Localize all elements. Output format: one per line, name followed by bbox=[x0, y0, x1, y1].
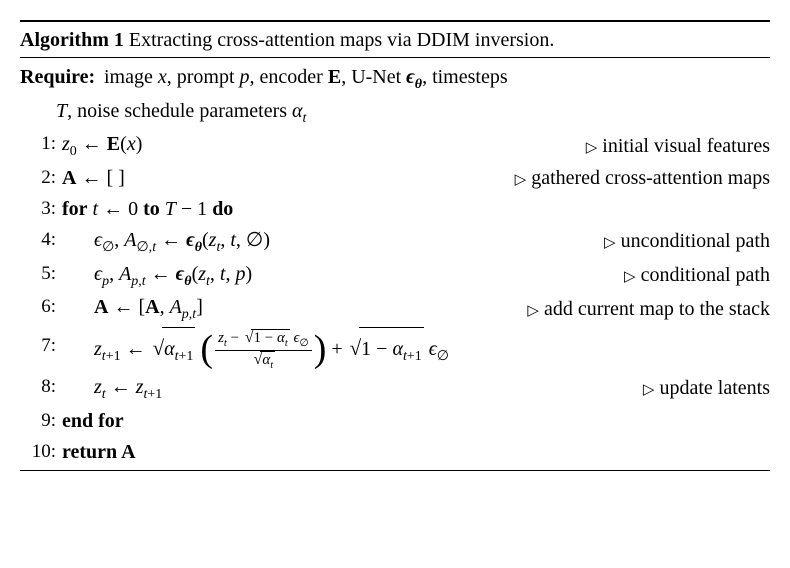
line-number: 10: bbox=[20, 437, 62, 466]
line-number: 6: bbox=[20, 292, 62, 321]
algo-line: 8: zt ← zt+1 ▷ update latents bbox=[20, 372, 770, 406]
line-statement: end for bbox=[62, 406, 770, 437]
line-statement: A ← [ ] ▷ gathered cross-attention maps bbox=[62, 163, 770, 194]
require-line-2: T, noise schedule parameters αt bbox=[20, 96, 770, 130]
algo-line: 6: A ← [A, Ap,t] ▷ add current map to the … bbox=[20, 292, 770, 326]
line-left: ϵ∅, A∅,t ← ϵθ(zt, t, ∅) bbox=[94, 225, 270, 259]
algorithm-title: Algorithm 1 Extracting cross-attention m… bbox=[20, 24, 770, 57]
line-number: 1: bbox=[20, 129, 62, 158]
line-comment: ▷ gathered cross-attention maps bbox=[515, 163, 770, 194]
line-statement: zt+1 ← αt+1 (zt − 1 − αt ϵ∅αt) + 1 − αt+… bbox=[62, 326, 770, 372]
line-left: zt ← zt+1 bbox=[94, 372, 162, 406]
line-left: z0 ← E(x) bbox=[62, 129, 142, 163]
line-number: 4: bbox=[20, 225, 62, 254]
require-text-2: T, noise schedule parameters αt bbox=[56, 96, 306, 130]
line-left: end for bbox=[62, 406, 124, 437]
algo-line: 3:for t ← 0 to T − 1 do bbox=[20, 194, 770, 225]
line-number: 8: bbox=[20, 372, 62, 401]
algo-line: 9:end for bbox=[20, 406, 770, 437]
title-rest: Extracting cross-attention maps via DDIM… bbox=[124, 29, 554, 51]
line-comment: ▷ conditional path bbox=[624, 260, 770, 291]
algo-line: 2:A ← [ ] ▷ gathered cross-attention maps bbox=[20, 163, 770, 194]
algo-line: 4: ϵ∅, A∅,t ← ϵθ(zt, t, ∅) ▷ unconditional… bbox=[20, 225, 770, 259]
line-left: A ← [ ] bbox=[62, 163, 125, 194]
line-left: return A bbox=[62, 437, 136, 468]
line-comment: ▷ initial visual features bbox=[586, 131, 770, 162]
line-number: 2: bbox=[20, 163, 62, 192]
algo-line: 5: ϵp, Ap,t ← ϵθ(zt, t, p) ▷ conditional p… bbox=[20, 259, 770, 293]
line-left: zt+1 ← αt+1 (zt − 1 − αt ϵ∅αt) + 1 − αt+… bbox=[94, 326, 449, 372]
title-strong: Algorithm 1 bbox=[20, 29, 124, 51]
line-statement: z0 ← E(x) ▷ initial visual features bbox=[62, 129, 770, 163]
algo-line: 1:z0 ← E(x) ▷ initial visual features bbox=[20, 129, 770, 163]
line-left: ϵp, Ap,t ← ϵθ(zt, t, p) bbox=[94, 259, 252, 293]
line-number: 9: bbox=[20, 406, 62, 435]
bottom-rule bbox=[20, 470, 770, 471]
require-line-1: Require: image x, prompt p, encoder E, U… bbox=[20, 62, 770, 96]
top-rule bbox=[20, 20, 770, 22]
algorithm-body: Require: image x, prompt p, encoder E, U… bbox=[20, 58, 770, 470]
line-statement: ϵp, Ap,t ← ϵθ(zt, t, p) ▷ conditional pat… bbox=[62, 259, 770, 293]
line-left: for t ← 0 to T − 1 do bbox=[62, 194, 233, 225]
line-number: 3: bbox=[20, 194, 62, 223]
line-number: 5: bbox=[20, 259, 62, 288]
line-statement: ϵ∅, A∅,t ← ϵθ(zt, t, ∅) ▷ unconditional p… bbox=[62, 225, 770, 259]
line-statement: for t ← 0 to T − 1 do bbox=[62, 194, 770, 225]
algo-line: 7: zt+1 ← αt+1 (zt − 1 − αt ϵ∅αt) + 1 − α… bbox=[20, 326, 770, 372]
line-statement: return A bbox=[62, 437, 770, 468]
require-label: Require: bbox=[20, 62, 104, 93]
line-left: A ← [A, Ap,t] bbox=[94, 292, 203, 326]
algorithm-block: Algorithm 1 Extracting cross-attention m… bbox=[20, 20, 770, 471]
line-comment: ▷ add current map to the stack bbox=[527, 294, 770, 325]
line-comment: ▷ unconditional path bbox=[604, 226, 770, 257]
line-number: 7: bbox=[20, 326, 62, 366]
numbered-lines: 1:z0 ← E(x)▷ initial visual features2:A … bbox=[20, 129, 770, 467]
line-statement: zt ← zt+1 ▷ update latents bbox=[62, 372, 770, 406]
algo-line: 10:return A bbox=[20, 437, 770, 468]
line-statement: A ← [A, Ap,t] ▷ add current map to the st… bbox=[62, 292, 770, 326]
line-comment: ▷ update latents bbox=[643, 373, 770, 404]
require-text-1: image x, prompt p, encoder E, U-Net ϵθ, … bbox=[104, 62, 508, 96]
